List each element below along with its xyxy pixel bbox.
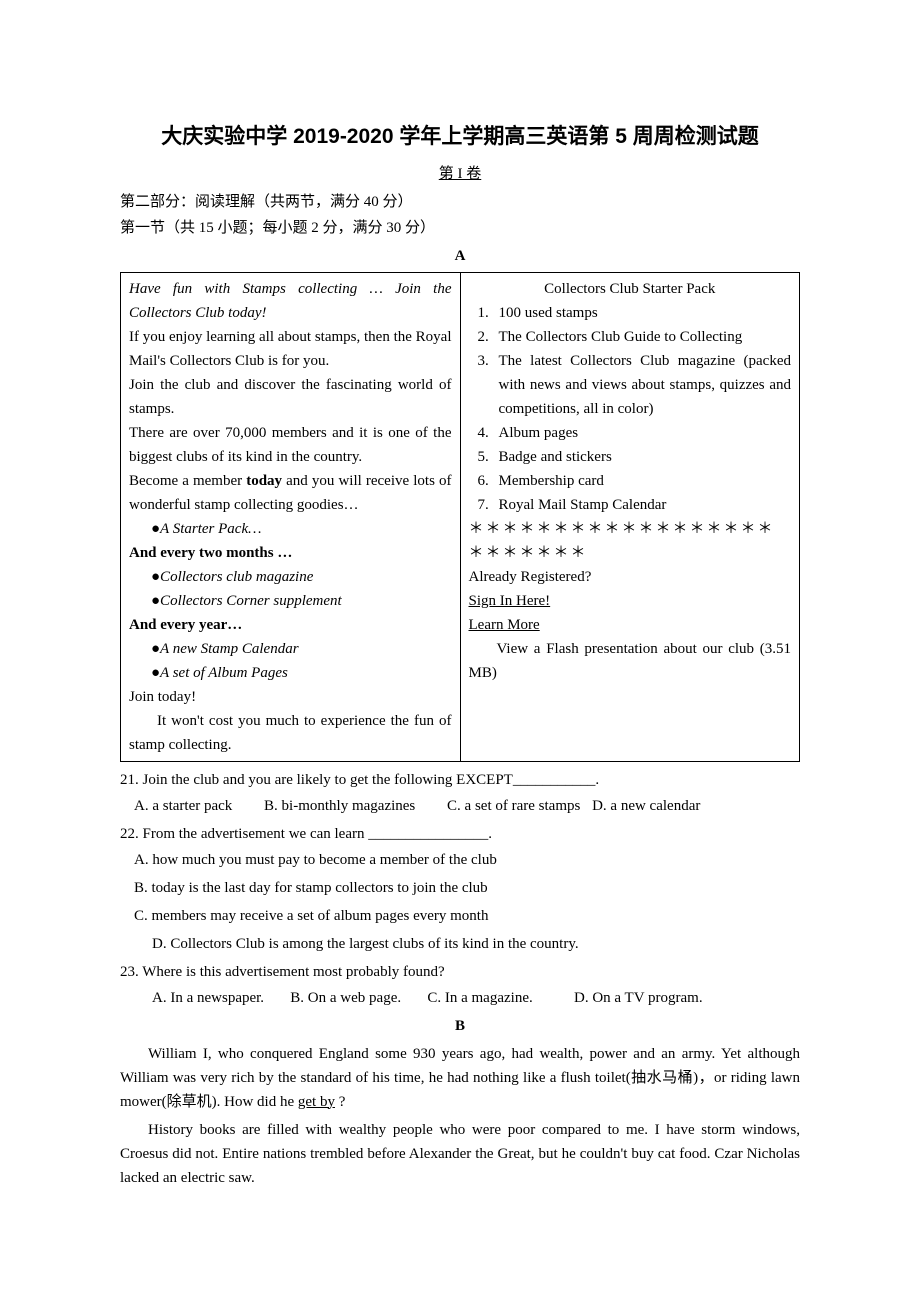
section-subsection1: 第一节（共 15 小题；每小题 2 分，满分 30 分） bbox=[120, 216, 800, 240]
passage-a-header: A bbox=[120, 244, 800, 268]
heading-two-months: And every two months … bbox=[129, 541, 452, 565]
sign-in-link[interactable]: Sign In Here! bbox=[469, 589, 792, 613]
heading-every-year: And every year… bbox=[129, 613, 452, 637]
left-line5b: today bbox=[246, 473, 282, 489]
question-23: 23. Where is this advertisement most pro… bbox=[120, 960, 800, 984]
list-item-5: Badge and stickers bbox=[493, 445, 792, 469]
list-item-4: Album pages bbox=[493, 421, 792, 445]
q21-option-b: B. bi-monthly magazines bbox=[264, 794, 415, 818]
list-item-3: The latest Collectors Club magazine (pac… bbox=[493, 349, 792, 421]
star-divider: ＊＊＊＊＊＊＊＊＊＊＊＊＊＊＊＊＊＊＊＊＊＊＊＊＊ bbox=[469, 517, 792, 565]
subtitle-text: 第 I 卷 bbox=[439, 166, 482, 182]
bullet-magazine: ●Collectors club magazine bbox=[129, 565, 452, 589]
left-line4: There are over 70,000 members and it is … bbox=[129, 421, 452, 469]
left-line3: Join the club and discover the fascinati… bbox=[129, 373, 452, 421]
bullet-starter-pack: ●A Starter Pack… bbox=[129, 517, 452, 541]
bullet-calendar: ●A new Stamp Calendar bbox=[129, 637, 452, 661]
q22-option-a: A. how much you must pay to become a mem… bbox=[120, 848, 800, 872]
bullet-supplement: ●Collectors Corner supplement bbox=[129, 589, 452, 613]
q23-option-c: C. In a magazine. bbox=[427, 990, 532, 1006]
flash-presentation: View a Flash presentation about our club… bbox=[469, 637, 792, 685]
starter-pack-list: 100 used stamps The Collectors Club Guid… bbox=[469, 301, 792, 517]
question-21: 21. Join the club and you are likely to … bbox=[120, 768, 800, 792]
p1-get-by: get by bbox=[298, 1094, 335, 1110]
p1-text-c: ? bbox=[335, 1094, 345, 1110]
q22-option-b: B. today is the last day for stamp colle… bbox=[120, 876, 800, 900]
list-item-7: Royal Mail Stamp Calendar bbox=[493, 493, 792, 517]
q23-option-b: B. On a web page. bbox=[290, 990, 401, 1006]
page-title: 大庆实验中学 2019-2020 学年上学期高三英语第 5 周周检测试题 bbox=[120, 120, 800, 154]
left-closing: It won't cost you much to experience the… bbox=[129, 709, 452, 757]
bullet-album: ●A set of Album Pages bbox=[129, 661, 452, 685]
already-registered: Already Registered? bbox=[469, 565, 792, 589]
q22-option-c: C. members may receive a set of album pa… bbox=[120, 904, 800, 928]
left-intro: Have fun with Stamps collecting … Join t… bbox=[129, 277, 452, 325]
passage-b-para1: William I, who conquered England some 93… bbox=[120, 1042, 800, 1114]
passage-a-table: Have fun with Stamps collecting … Join t… bbox=[120, 272, 800, 762]
subtitle: 第 I 卷 bbox=[120, 162, 800, 186]
question-21-options: A. a starter pack B. bi-monthly magazine… bbox=[120, 794, 800, 818]
left-line2: If you enjoy learning all about stamps, … bbox=[129, 325, 452, 373]
passage-b-header: B bbox=[120, 1014, 800, 1038]
question-23-options: A. In a newspaper. B. On a web page. C. … bbox=[120, 986, 800, 1010]
question-22: 22. From the advertisement we can learn … bbox=[120, 822, 800, 846]
learn-more-link[interactable]: Learn More bbox=[469, 613, 792, 637]
right-heading: Collectors Club Starter Pack bbox=[469, 277, 792, 301]
q21-option-c: C. a set of rare stamps bbox=[447, 794, 580, 818]
list-item-1: 100 used stamps bbox=[493, 301, 792, 325]
q23-option-d: D. On a TV program. bbox=[574, 990, 703, 1006]
q21-option-a: A. a starter pack bbox=[134, 794, 232, 818]
list-item-6: Membership card bbox=[493, 469, 792, 493]
left-join-today: Join today! bbox=[129, 685, 452, 709]
left-line5a: Become a member bbox=[129, 473, 246, 489]
q21-option-d: D. a new calendar bbox=[592, 794, 700, 818]
passage-b-para2: History books are filled with wealthy pe… bbox=[120, 1118, 800, 1190]
p1-text-a: William I, who conquered England some 93… bbox=[120, 1046, 800, 1110]
q23-option-a: A. In a newspaper. bbox=[152, 990, 264, 1006]
list-item-2: The Collectors Club Guide to Collecting bbox=[493, 325, 792, 349]
q22-option-d: D. Collectors Club is among the largest … bbox=[120, 932, 800, 956]
passage-a-right-cell: Collectors Club Starter Pack 100 used st… bbox=[460, 272, 800, 761]
section-part2: 第二部分：阅读理解（共两节，满分 40 分） bbox=[120, 190, 800, 214]
left-line5: Become a member today and you will recei… bbox=[129, 469, 452, 517]
passage-a-left-cell: Have fun with Stamps collecting … Join t… bbox=[121, 272, 461, 761]
